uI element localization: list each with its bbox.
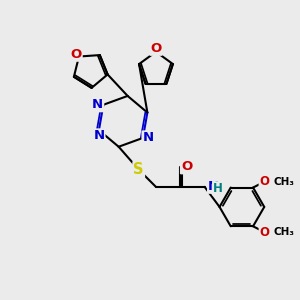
Text: H: H	[213, 182, 223, 195]
Text: CH₃: CH₃	[274, 176, 295, 187]
Text: N: N	[92, 98, 103, 111]
Text: O: O	[181, 160, 192, 173]
Text: O: O	[150, 42, 162, 55]
Text: S: S	[134, 162, 144, 177]
Text: O: O	[260, 175, 269, 188]
Text: N: N	[208, 180, 219, 193]
Text: N: N	[142, 131, 154, 144]
Text: O: O	[260, 226, 269, 239]
Text: O: O	[70, 48, 82, 61]
Text: CH₃: CH₃	[274, 227, 295, 237]
Text: N: N	[93, 129, 104, 142]
